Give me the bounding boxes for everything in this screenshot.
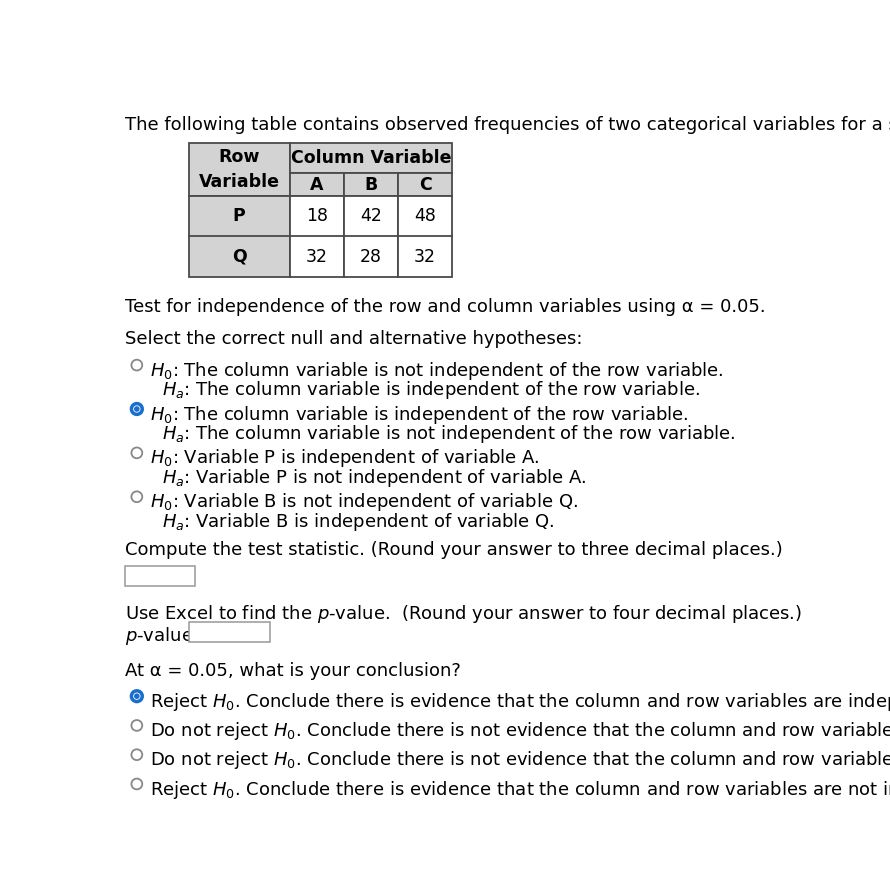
- Circle shape: [132, 360, 142, 370]
- Circle shape: [134, 693, 140, 699]
- Text: $H_0$: Variable B is not independent of variable Q.: $H_0$: Variable B is not independent of …: [150, 491, 578, 513]
- Text: C: C: [419, 176, 432, 194]
- Text: Compute the test statistic. (Round your answer to three decimal places.): Compute the test statistic. (Round your …: [125, 541, 783, 560]
- Text: $H_0$: The column variable is not independent of the row variable.: $H_0$: The column variable is not indepe…: [150, 360, 724, 382]
- Text: Use Excel to find the $p$-value.  (Round your answer to four decimal places.): Use Excel to find the $p$-value. (Round …: [125, 603, 802, 625]
- Text: 28: 28: [360, 247, 382, 266]
- Text: The following table contains observed frequencies of two categorical variables f: The following table contains observed fr…: [125, 116, 890, 135]
- Circle shape: [132, 720, 142, 730]
- Bar: [289, 143, 452, 173]
- Text: 32: 32: [414, 247, 436, 266]
- Circle shape: [132, 491, 142, 502]
- Text: B: B: [364, 176, 377, 194]
- Text: A: A: [310, 176, 323, 194]
- Circle shape: [132, 691, 142, 701]
- Bar: [189, 196, 289, 237]
- Text: 18: 18: [305, 208, 328, 225]
- Bar: [189, 622, 271, 642]
- Bar: [189, 143, 289, 196]
- Bar: [344, 173, 398, 196]
- Bar: [398, 196, 452, 237]
- Text: Test for independence of the row and column variables using α = 0.05.: Test for independence of the row and col…: [125, 298, 765, 316]
- Text: $H_a$: Variable B is independent of variable Q.: $H_a$: Variable B is independent of vari…: [162, 510, 554, 532]
- Text: Column Variable: Column Variable: [291, 149, 451, 167]
- Text: 42: 42: [360, 208, 382, 225]
- Text: Reject $H_0$. Conclude there is evidence that the column and row variables are n: Reject $H_0$. Conclude there is evidence…: [150, 779, 890, 801]
- Circle shape: [132, 447, 142, 458]
- Text: Select the correct null and alternative hypotheses:: Select the correct null and alternative …: [125, 330, 583, 348]
- Text: $H_a$: Variable P is not independent of variable A.: $H_a$: Variable P is not independent of …: [162, 466, 586, 488]
- Text: Do not reject $H_0$. Conclude there is not evidence that the column and row vari: Do not reject $H_0$. Conclude there is n…: [150, 750, 890, 771]
- Text: P: P: [233, 208, 246, 225]
- Bar: [398, 237, 452, 276]
- Text: Reject $H_0$. Conclude there is evidence that the column and row variables are i: Reject $H_0$. Conclude there is evidence…: [150, 691, 890, 713]
- Bar: [289, 196, 344, 237]
- Bar: [189, 237, 289, 276]
- Bar: [289, 173, 344, 196]
- Bar: [344, 237, 398, 276]
- Circle shape: [132, 750, 142, 760]
- Text: $H_a$: The column variable is not independent of the row variable.: $H_a$: The column variable is not indepe…: [162, 422, 735, 444]
- Text: At α = 0.05, what is your conclusion?: At α = 0.05, what is your conclusion?: [125, 662, 461, 679]
- Text: Do not reject $H_0$. Conclude there is not evidence that the column and row vari: Do not reject $H_0$. Conclude there is n…: [150, 720, 890, 742]
- Bar: [125, 566, 195, 586]
- Text: Row
Variable: Row Variable: [198, 148, 279, 191]
- Circle shape: [132, 404, 142, 414]
- Circle shape: [134, 407, 140, 412]
- Circle shape: [132, 779, 142, 789]
- Text: $H_0$: The column variable is independent of the row variable.: $H_0$: The column variable is independen…: [150, 404, 689, 426]
- Text: 32: 32: [305, 247, 328, 266]
- Text: Q: Q: [231, 247, 247, 266]
- Bar: [398, 173, 452, 196]
- Text: 48: 48: [414, 208, 436, 225]
- Bar: [289, 237, 344, 276]
- Text: $H_0$: Variable P is independent of variable A.: $H_0$: Variable P is independent of vari…: [150, 447, 539, 469]
- Text: $H_a$: The column variable is independent of the row variable.: $H_a$: The column variable is independen…: [162, 379, 700, 401]
- Text: $p$-value =: $p$-value =: [125, 625, 215, 647]
- Bar: [344, 196, 398, 237]
